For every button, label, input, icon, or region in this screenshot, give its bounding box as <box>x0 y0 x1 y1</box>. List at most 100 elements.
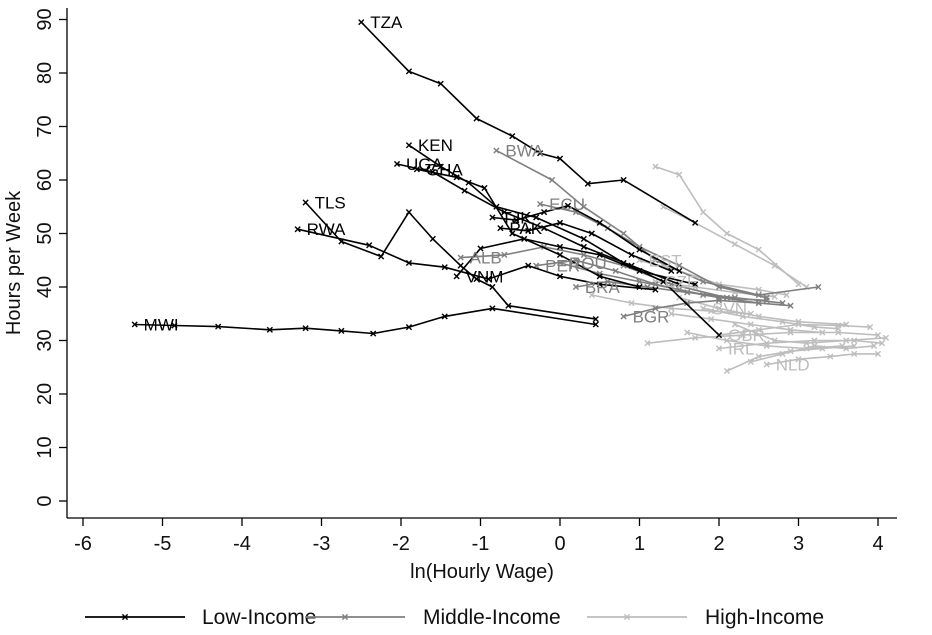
country-label-irl: IRL <box>728 340 754 359</box>
data-point-marker <box>485 275 492 283</box>
data-point-marker <box>731 294 738 301</box>
data-point-marker <box>652 286 659 293</box>
data-point-marker <box>596 251 603 258</box>
y-tick-label: 40 <box>34 276 56 298</box>
data-point-marker <box>537 200 544 208</box>
data-point-marker <box>755 353 762 360</box>
data-point-marker <box>787 302 794 309</box>
data-point-marker <box>513 217 520 224</box>
data-point-marker <box>692 334 699 341</box>
x-tick-label: -4 <box>233 533 251 555</box>
data-point-marker <box>556 259 564 267</box>
data-point-marker <box>473 275 480 283</box>
data-point-marker <box>509 133 516 140</box>
data-point-marker <box>489 214 496 221</box>
data-point-marker <box>747 321 754 328</box>
data-point-marker <box>723 337 731 344</box>
data-point-marker <box>521 235 528 242</box>
data-point-marker <box>266 326 273 333</box>
series-line <box>647 331 879 344</box>
country-label-mwi: MWI <box>144 315 179 334</box>
y-tick-label: 70 <box>34 115 56 137</box>
country-label-tls: TLS <box>315 193 346 212</box>
country-label-vnm: VNM <box>466 267 504 286</box>
y-tick-label: 10 <box>34 436 56 458</box>
data-point-marker <box>457 262 464 269</box>
legend-item-middle: Middle-Income <box>305 606 561 629</box>
data-point-marker <box>541 209 548 216</box>
data-point-marker <box>676 262 683 269</box>
data-point-marker <box>405 68 413 75</box>
data-point-marker <box>815 283 822 291</box>
data-point-marker <box>620 230 627 237</box>
data-point-marker <box>843 321 850 328</box>
country-label-cze: CZE <box>664 273 698 292</box>
y-tick-label: 20 <box>34 383 56 405</box>
data-point-marker <box>763 361 770 368</box>
country-label-nld: NLD <box>776 356 810 375</box>
data-point-marker <box>715 297 723 304</box>
data-point-marker <box>548 176 556 184</box>
data-point-marker <box>525 227 532 234</box>
series-low-mwi <box>131 305 599 337</box>
x-tick-label: 3 <box>793 533 804 555</box>
data-point-marker <box>405 259 413 267</box>
country-label-bwa: BWA <box>505 142 544 161</box>
series-high <box>652 163 802 288</box>
data-point-marker <box>692 281 699 288</box>
data-point-marker <box>453 273 460 280</box>
data-point-marker <box>763 342 770 349</box>
series-low-tjk <box>489 202 683 275</box>
data-point-marker <box>628 251 635 258</box>
data-point-marker <box>620 176 627 184</box>
data-point-marker <box>580 251 587 258</box>
y-tick-label: 50 <box>34 222 56 244</box>
x-tick-label: 0 <box>554 533 565 555</box>
series-high <box>644 329 882 347</box>
country-label-bgr: BGR <box>633 307 670 326</box>
data-point-marker <box>505 302 512 309</box>
data-point-marker <box>393 160 401 168</box>
data-point-marker <box>700 209 707 216</box>
x-tick-label: -5 <box>154 533 172 555</box>
data-point-marker <box>366 242 373 249</box>
data-point-marker <box>121 613 129 621</box>
data-point-marker <box>652 305 659 312</box>
data-point-marker <box>131 321 138 328</box>
data-point-marker <box>839 342 846 349</box>
data-point-marker <box>707 307 715 315</box>
data-point-marker <box>592 321 599 328</box>
x-tick-label: 4 <box>872 533 883 555</box>
data-point-marker <box>302 199 309 206</box>
data-point-marker <box>294 226 301 233</box>
data-point-marker <box>171 322 178 329</box>
country-label-alb: ALB <box>470 249 502 268</box>
data-point-marker <box>843 345 850 352</box>
data-point-marker <box>481 184 488 192</box>
data-point-marker <box>501 209 508 216</box>
data-point-marker <box>771 337 778 344</box>
country-label-pak: PAK <box>509 219 542 238</box>
data-point-marker <box>835 329 842 336</box>
series-low-rwa <box>294 226 659 293</box>
data-point-marker <box>493 147 500 154</box>
data-point-marker <box>556 243 564 250</box>
data-point-marker <box>509 230 516 237</box>
series-low-pak <box>497 219 675 275</box>
series-high <box>668 310 826 336</box>
data-point-marker <box>441 264 448 271</box>
data-point-marker <box>787 326 794 333</box>
series-line <box>655 165 800 285</box>
x-tick-label: -2 <box>392 533 410 555</box>
data-point-marker <box>755 326 762 333</box>
data-point-marker <box>453 174 460 181</box>
data-point-marker <box>612 267 619 275</box>
country-label-rou: ROU <box>569 254 607 273</box>
country-label-tza: TZA <box>370 13 403 32</box>
country-label-ecu: ECU <box>549 195 585 214</box>
data-point-marker <box>652 163 659 170</box>
data-point-marker <box>580 243 587 250</box>
data-point-marker <box>497 225 504 232</box>
data-point-marker <box>564 202 572 209</box>
